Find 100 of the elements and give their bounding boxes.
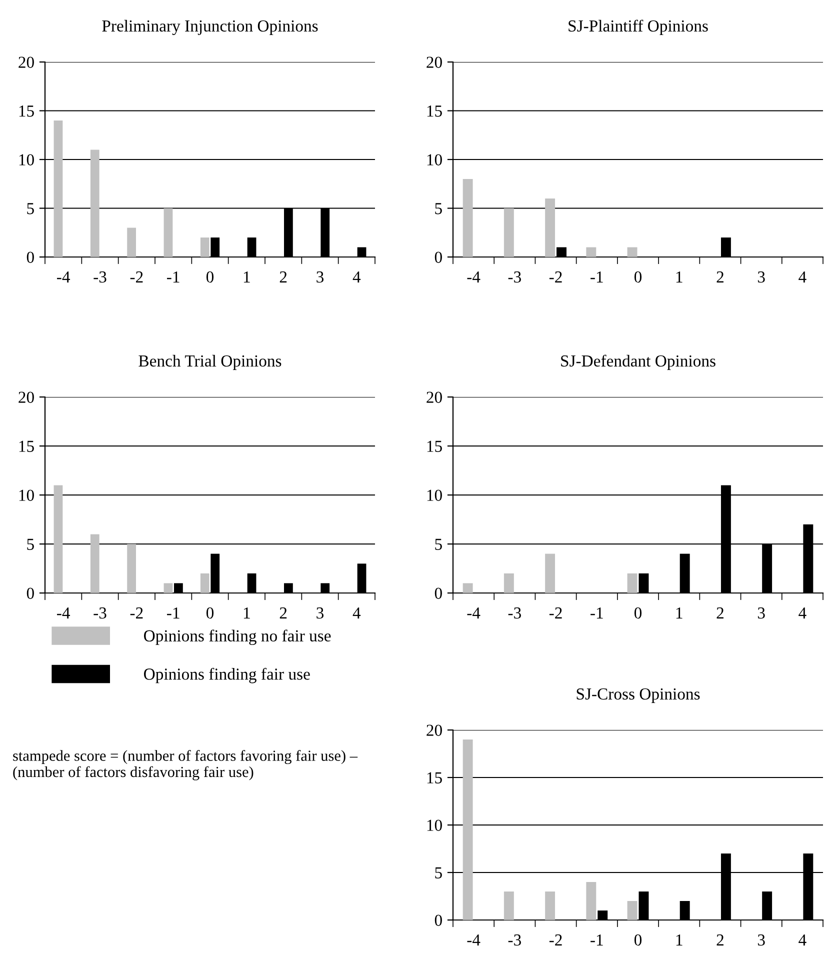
y-tick-label: 20 <box>18 56 34 68</box>
x-tick-label: 4 <box>798 271 806 282</box>
x-tick-label: -2 <box>549 271 562 282</box>
y-tick-label: 0 <box>26 588 34 599</box>
y-tick-label: 5 <box>435 867 442 878</box>
x-tick-label: 4 <box>798 934 806 946</box>
x-tick-label: -1 <box>590 607 603 618</box>
y-tick-label: 0 <box>434 588 442 599</box>
y-tick-label: 5 <box>27 203 34 214</box>
x-tick-label: 4 <box>798 607 806 618</box>
y-tick-label: 10 <box>427 154 442 166</box>
y-tick-label: 15 <box>427 772 442 784</box>
x-tick-label: -1 <box>590 934 603 946</box>
x-tick-label: -4 <box>467 271 480 282</box>
bar <box>504 573 514 593</box>
x-tick-label: -1 <box>590 271 603 282</box>
y-tick-label: 0 <box>434 252 442 263</box>
y-tick-label: 5 <box>435 538 442 550</box>
y-tick-label: 20 <box>18 392 34 403</box>
legend-label: Opinions finding fair use <box>144 668 310 684</box>
x-tick-label: -3 <box>508 607 521 619</box>
x-tick-label: -1 <box>167 271 180 282</box>
bar <box>90 150 100 257</box>
x-tick-label: -1 <box>167 607 180 618</box>
x-tick-label: -3 <box>94 607 106 619</box>
bar <box>586 247 596 257</box>
x-tick-label: 3 <box>758 934 765 946</box>
bar <box>164 583 173 593</box>
y-tick-label: 10 <box>19 490 34 501</box>
x-tick-label: -4 <box>57 271 70 282</box>
y-tick-label: 10 <box>19 154 34 166</box>
y-tick-label: 20 <box>426 56 442 68</box>
x-tick-label: 2 <box>716 607 724 618</box>
x-tick-label: -2 <box>549 934 562 946</box>
x-tick-label: 0 <box>206 607 214 619</box>
x-tick-label: -3 <box>94 271 106 283</box>
bar <box>54 485 63 593</box>
x-tick-label: 3 <box>758 607 765 619</box>
x-tick-label: -2 <box>130 271 143 282</box>
y-tick-label: 0 <box>26 252 34 263</box>
bar <box>54 120 63 257</box>
y-tick-label: 10 <box>427 490 442 501</box>
y-tick-label: 15 <box>19 440 34 452</box>
bar <box>127 228 136 257</box>
y-tick-label: 15 <box>427 106 442 117</box>
bar <box>545 892 556 920</box>
chart-title: Bench Trial Opinions <box>138 354 282 370</box>
bar <box>462 740 473 920</box>
x-tick-label: 4 <box>352 607 361 618</box>
bar <box>127 544 136 593</box>
x-tick-label: 2 <box>280 607 287 618</box>
bar <box>627 901 638 920</box>
bar <box>504 208 514 257</box>
y-tick-label: 20 <box>426 724 442 736</box>
x-tick-label: -3 <box>508 271 521 283</box>
bar <box>545 554 556 593</box>
chart-title: Preliminary Injunction Opinions <box>102 20 318 36</box>
y-tick-label: 5 <box>435 203 442 214</box>
x-tick-label: 4 <box>352 271 361 282</box>
x-tick-label: 1 <box>676 934 682 946</box>
bar <box>627 573 638 593</box>
x-tick-label: 2 <box>280 271 287 282</box>
x-tick-label: 3 <box>316 271 324 283</box>
x-tick-label: -4 <box>467 934 480 946</box>
y-tick-label: 15 <box>19 106 34 117</box>
x-tick-label: -2 <box>549 607 562 618</box>
x-tick-label: -4 <box>57 607 70 618</box>
y-tick-label: 20 <box>426 392 442 403</box>
bar <box>586 882 596 920</box>
x-tick-label: 1 <box>244 271 250 282</box>
y-tick-label: 15 <box>427 440 442 452</box>
y-tick-label: 10 <box>427 820 442 831</box>
x-tick-label: 2 <box>716 934 724 946</box>
x-tick-label: 3 <box>758 271 765 283</box>
bar <box>462 583 473 593</box>
bar <box>627 247 638 257</box>
bar <box>164 208 173 257</box>
x-tick-label: 3 <box>316 607 324 619</box>
x-tick-label: 1 <box>676 271 682 282</box>
x-tick-label: 1 <box>676 607 682 618</box>
x-tick-label: -3 <box>508 934 521 946</box>
text: stampede score = (number of factors favoring fair use) – (number of factors disfavoring fair use) <box>13 750 358 780</box>
legend-label: Opinions finding no fair use <box>144 630 331 645</box>
bar <box>200 238 210 257</box>
chart-title: SJ-Plaintiff Opinions <box>568 20 708 35</box>
y-tick-label: 0 <box>434 914 442 926</box>
x-tick-label: 2 <box>716 271 724 282</box>
chart-title: SJ-Cross Opinions <box>576 688 700 703</box>
bar <box>504 892 514 920</box>
bar <box>462 179 473 257</box>
x-tick-label: -2 <box>130 607 143 618</box>
bar <box>545 198 556 257</box>
bar <box>200 573 210 593</box>
x-tick-label: 0 <box>634 607 642 619</box>
x-tick-label: 0 <box>634 934 642 946</box>
x-tick-label: -4 <box>467 607 480 618</box>
x-tick-label: 0 <box>634 271 642 283</box>
x-tick-label: 0 <box>206 271 214 283</box>
chart-title: SJ-Defendant Opinions <box>561 354 716 370</box>
x-tick-label: 1 <box>244 607 250 618</box>
